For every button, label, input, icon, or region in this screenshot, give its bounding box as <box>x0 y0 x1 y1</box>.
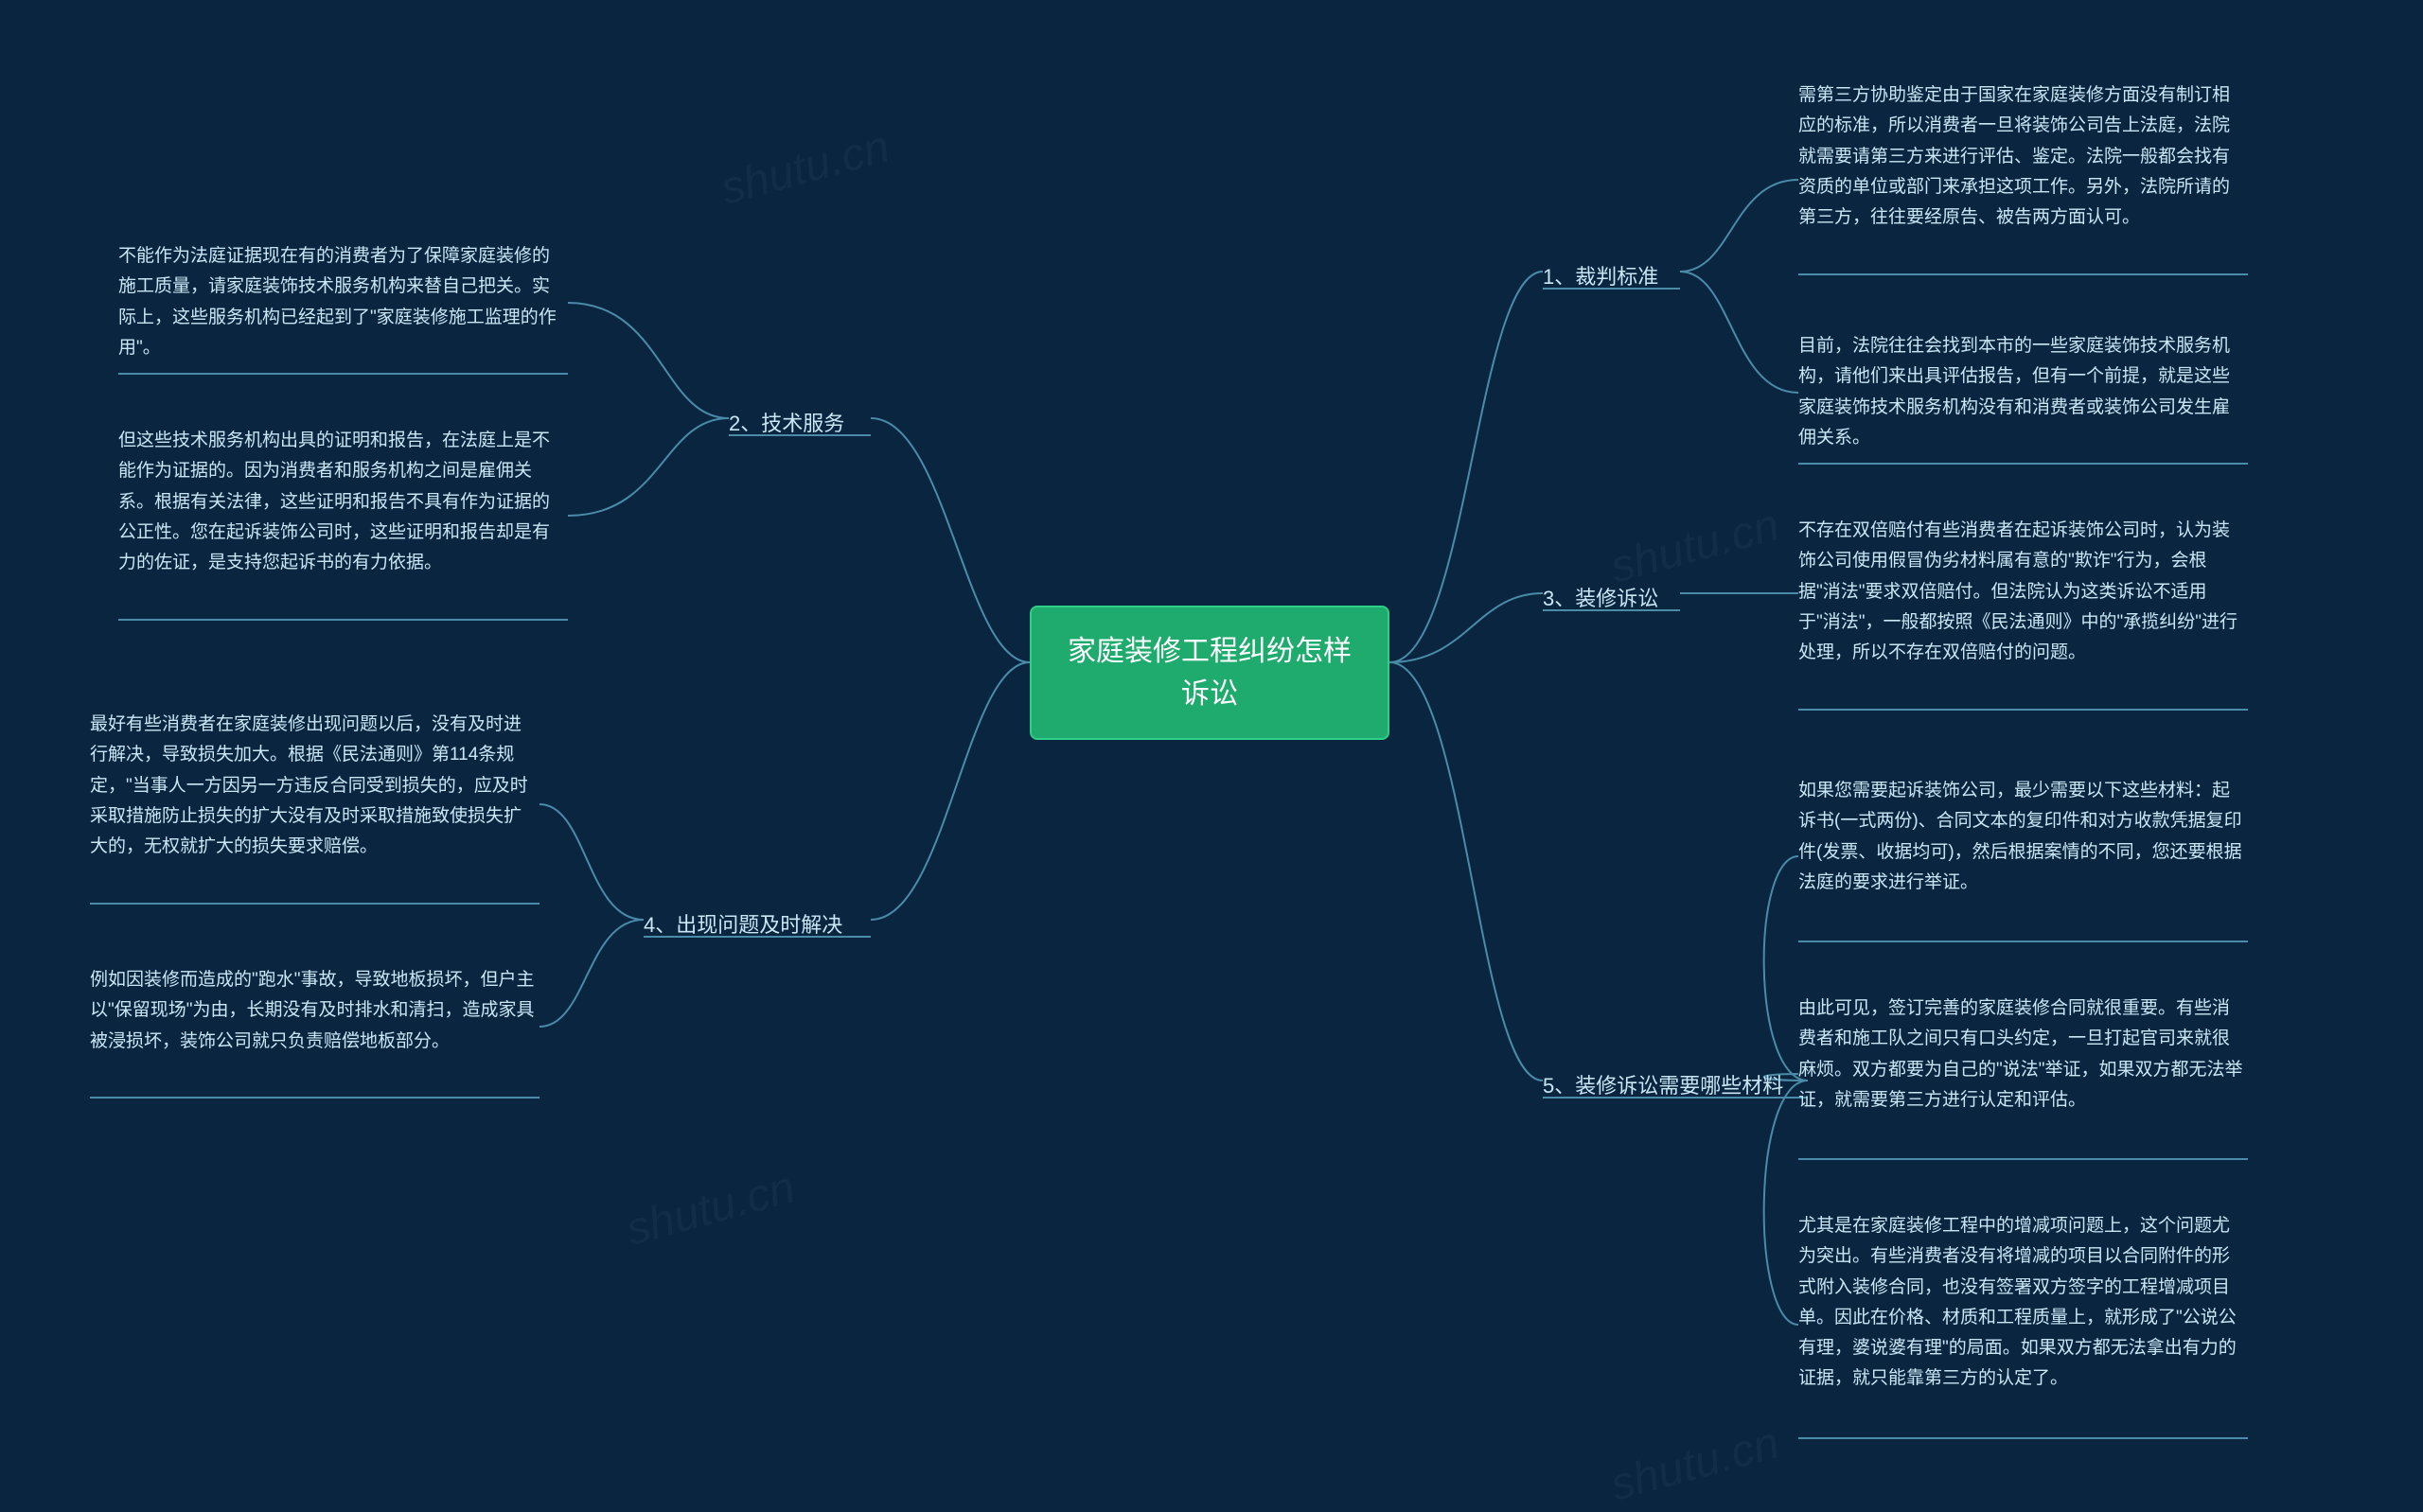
leaf-text: 不存在双倍赔付有些消费者在起诉装饰公司时，认为装饰公司使用假冒伪劣材料属有意的"… <box>1798 516 2243 668</box>
leaf-text: 由此可见，签订完善的家庭装修合同就很重要。有些消费者和施工队之间只有口头约定，一… <box>1798 993 2243 1116</box>
branch-label-judgment-standard: 1、裁判标准 <box>1543 260 1658 290</box>
watermark: shutu.cn <box>621 1161 801 1256</box>
leaf-text: 需第三方协助鉴定由于国家在家庭装修方面没有制订相应的标准，所以消费者一旦将装饰公… <box>1798 80 2243 233</box>
leaf-text: 不能作为法庭证据现在有的消费者为了保障家庭装修的施工质量，请家庭装饰技术服务机构… <box>118 241 563 363</box>
branch-label-materials-needed: 5、装修诉讼需要哪些材料 <box>1543 1069 1783 1099</box>
watermark: shutu.cn <box>716 120 895 215</box>
leaf-text: 但这些技术服务机构出具的证明和报告，在法庭上是不能作为证据的。因为消费者和服务机… <box>118 426 563 578</box>
branch-label-resolve-timely: 4、出现问题及时解决 <box>644 908 842 939</box>
leaf-text: 如果您需要起诉装饰公司，最少需要以下这些材料：起诉书(一式两份)、合同文本的复印… <box>1798 776 2243 898</box>
center-topic: 家庭装修工程纠纷怎样诉讼 <box>1030 606 1389 740</box>
branch-label-litigation: 3、装修诉讼 <box>1543 582 1658 612</box>
leaf-text: 目前，法院往往会找到本市的一些家庭装饰技术服务机构，请他们来出具评估报告，但有一… <box>1798 331 2243 453</box>
leaf-text: 尤其是在家庭装修工程中的增减项问题上，这个问题尤为突出。有些消费者没有将增减的项… <box>1798 1211 2243 1395</box>
leaf-text: 最好有些消费者在家庭装修出现问题以后，没有及时进行解决，导致损失加大。根据《民法… <box>90 710 535 862</box>
leaf-text: 例如因装修而造成的"跑水"事故，导致地板损坏，但户主以"保留现场"为由，长期没有… <box>90 965 535 1057</box>
branch-label-tech-service: 2、技术服务 <box>729 407 844 437</box>
watermark: shutu.cn <box>1605 499 1785 593</box>
